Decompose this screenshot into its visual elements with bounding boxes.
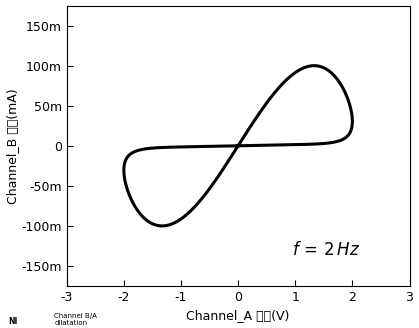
Text: $f\,=\,2\,$Hz: $f\,=\,2\,$Hz: [292, 241, 361, 259]
Text: Channel B/A
dilatation: Channel B/A dilatation: [54, 313, 97, 326]
X-axis label: Channel_A 电压(V): Channel_A 电压(V): [186, 309, 290, 322]
Y-axis label: Channel_B 电流(mA): Channel_B 电流(mA): [5, 88, 18, 204]
Text: NI: NI: [8, 318, 18, 326]
